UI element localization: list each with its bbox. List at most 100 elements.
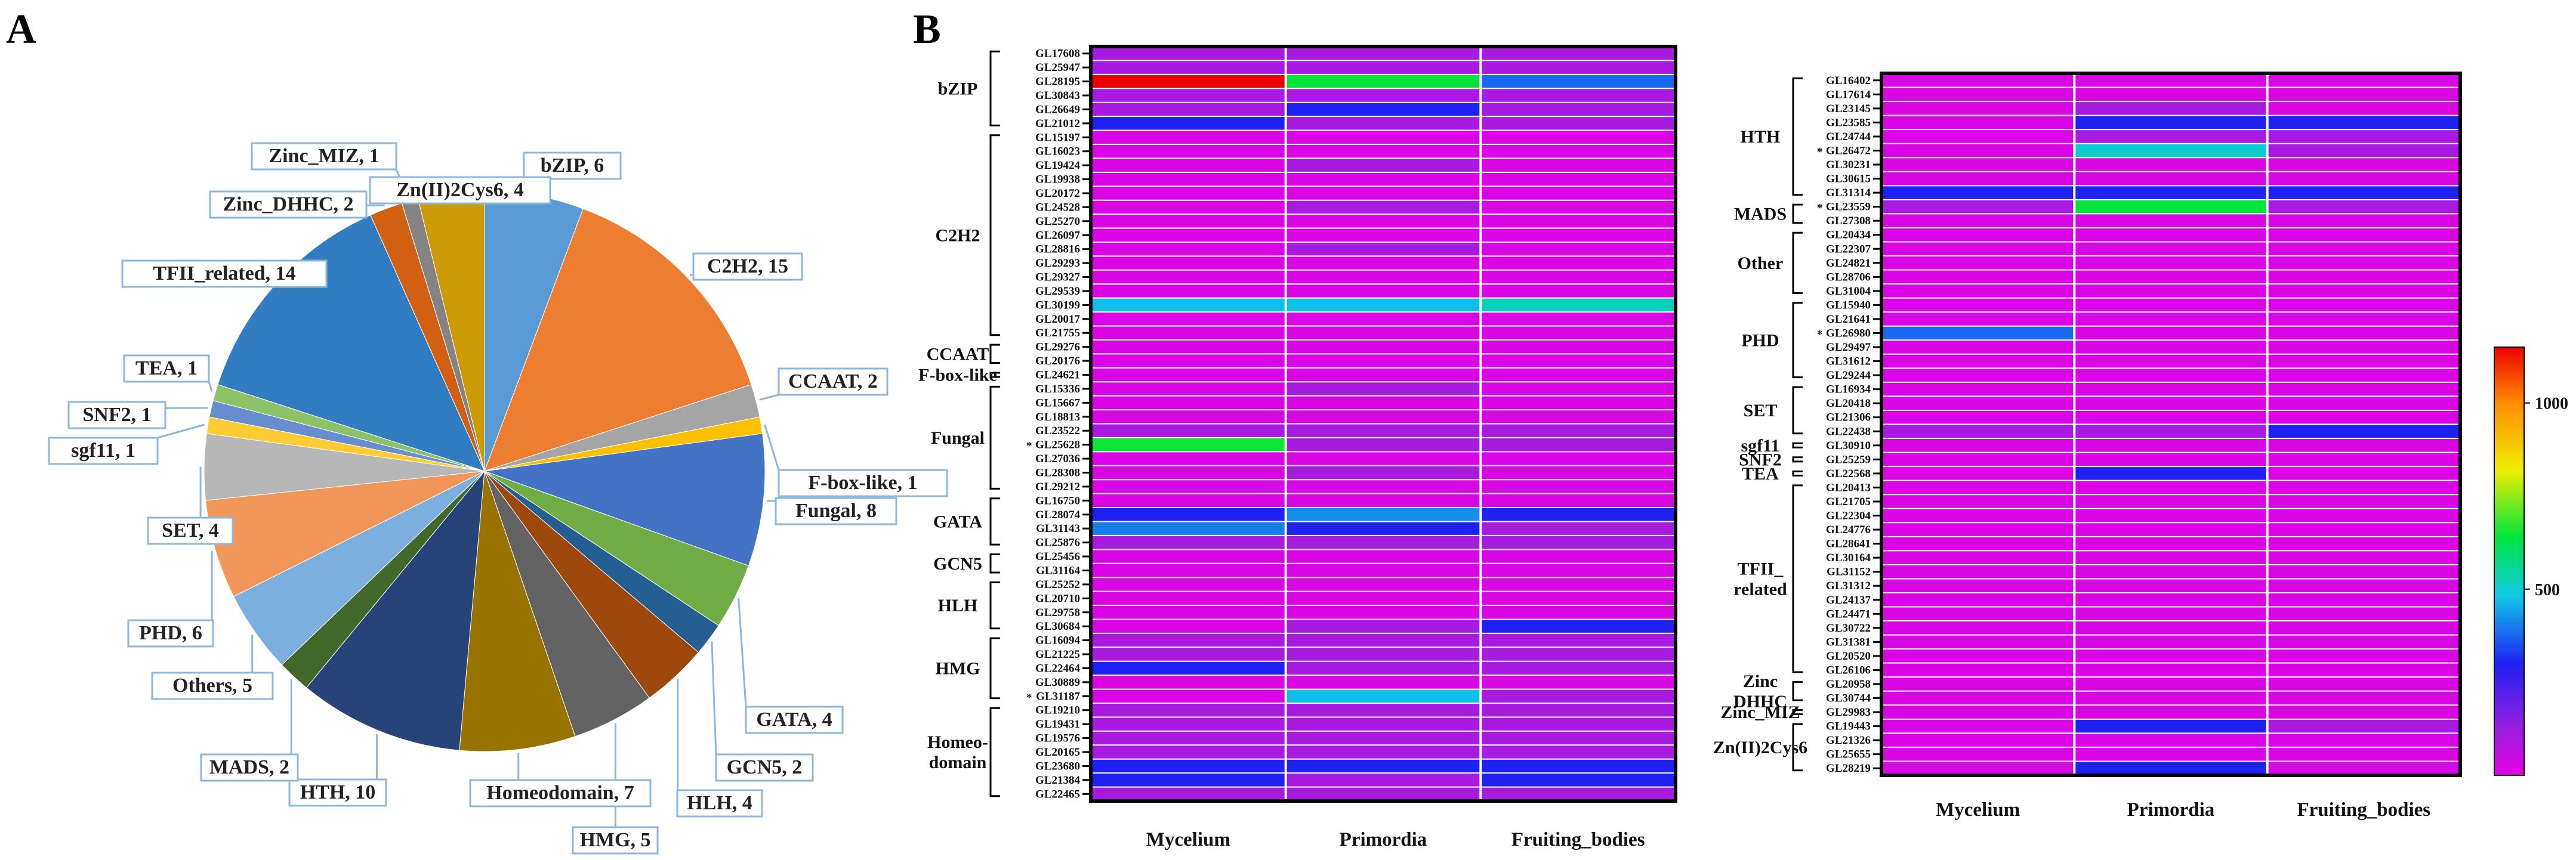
heatmap-cell-gl23145-fruiting-bodies [2268, 101, 2460, 116]
panel-label-a: A [6, 7, 36, 52]
heatmap-cell-gl31312-fruiting-bodies [2268, 579, 2460, 593]
group-bracket-gata [991, 499, 1000, 545]
group-label-set: SET [1744, 401, 1778, 420]
heatmap-cell-gl30684-mycelium [1091, 619, 1286, 633]
heatmap-cell-gl26649-primordia [1286, 103, 1481, 116]
heatmap-cell-gl27036-mycelium [1091, 451, 1286, 465]
group-label-hlh: HLH [938, 596, 978, 615]
heatmap-cell-gl29983-mycelium [1881, 705, 2074, 719]
heatmap-cell-gl23145-primordia [2074, 101, 2267, 116]
row-label-gl29293: GL29293 [1035, 257, 1080, 270]
heatmap-cell-gl25252-primordia [1286, 577, 1481, 591]
heatmap-cell-gl27308-mycelium [1881, 214, 2074, 228]
heatmap-cell-gl16094-fruiting-bodies [1480, 633, 1676, 647]
heatmap-cell-gl25456-primordia [1286, 549, 1481, 563]
column-label-primordia: Primordia [2127, 799, 2215, 821]
heatmap-cell-gl20176-primordia [1286, 354, 1481, 367]
heatmap-cell-gl16023-fruiting-bodies [1480, 144, 1676, 158]
row-label-gl19938: GL19938 [1035, 174, 1080, 186]
heatmap-cell-gl16094-primordia [1286, 633, 1481, 647]
row-label-gl30199: GL30199 [1035, 299, 1080, 311]
group-label-zinc: Zinc [1743, 672, 1778, 691]
heatmap-cell-gl31152-fruiting-bodies [2268, 565, 2460, 579]
row-label-gl24776: GL24776 [1826, 524, 1871, 536]
heatmap-cell-gl23559-primordia [2074, 200, 2267, 214]
heatmap-cell-gl25456-fruiting-bodies [1480, 549, 1676, 563]
row-label-gl16934: GL16934 [1826, 383, 1871, 396]
heatmap-cell-gl30615-fruiting-bodies [2268, 172, 2460, 186]
heatmap-cell-gl16934-mycelium [1881, 382, 2074, 397]
row-label-gl28308: GL28308 [1035, 466, 1080, 479]
group-label-hth: HTH [1741, 127, 1781, 147]
group-label-gata: GATA [933, 512, 983, 532]
heatmap-cell-gl30164-primordia [2074, 550, 2267, 565]
row-label-gl29539: GL29539 [1035, 285, 1080, 298]
row-label-gl18813: GL18813 [1035, 411, 1080, 423]
heatmap-cell-gl16023-mycelium [1091, 144, 1286, 158]
heatmap-cell-gl31381-primordia [2074, 635, 2267, 649]
heatmap-cell-gl25252-fruiting-bodies [1480, 577, 1676, 591]
heatmap-cell-gl30910-mycelium [1881, 438, 2074, 453]
heatmap-cell-gl15940-mycelium [1881, 298, 2074, 313]
heatmap-cell-gl19431-fruiting-bodies [1480, 717, 1676, 731]
heatmap-cell-gl21641-mycelium [1881, 312, 2074, 326]
heatmap-cell-gl26106-primordia [2074, 663, 2267, 678]
heatmap-cell-gl30684-fruiting-bodies [1480, 619, 1676, 633]
heatmap-cell-gl22307-primordia [2074, 242, 2267, 256]
heatmap-cell-gl20172-mycelium [1091, 186, 1286, 200]
row-label-gl23522: GL23522 [1035, 425, 1080, 437]
row-label-gl23680: GL23680 [1035, 760, 1080, 772]
heatmap-cell-gl31187-fruiting-bodies [1480, 689, 1676, 703]
heatmap-cell-gl20520-mycelium [1881, 649, 2074, 663]
pie-label-zn-ii-2cys6: Zn(II)2Cys6, 4 [396, 179, 523, 201]
color-scale-tick-label-500: 500 [2535, 581, 2560, 599]
heatmap-cell-gl28816-fruiting-bodies [1480, 242, 1676, 256]
heatmap-cell-gl25252-mycelium [1091, 577, 1286, 591]
group-label-f-box-like: F-box-like [918, 366, 997, 385]
heatmap-cell-gl21705-primordia [2074, 494, 2267, 509]
row-label-gl28816: GL28816 [1035, 243, 1080, 256]
heatmap-cell-gl30684-primordia [1286, 619, 1481, 633]
row-label-gl20418: GL20418 [1826, 397, 1871, 410]
row-label-gl27308: GL27308 [1826, 215, 1871, 227]
column-label-mycelium: Mycelium [1146, 829, 1230, 850]
heatmap-cell-gl29539-primordia [1286, 284, 1481, 298]
heatmap-cell-gl16402-mycelium [1881, 73, 2074, 88]
group-bracket-homeo-domain [991, 708, 1000, 796]
row-label-gl24621: GL24621 [1035, 369, 1080, 382]
heatmap-cell-gl24621-fruiting-bodies [1480, 368, 1676, 382]
heatmap-cell-gl22465-primordia [1286, 787, 1481, 801]
row-label-gl25628: GL25628 [1035, 439, 1080, 451]
heatmap-right: GL16402GL17614GL23145GL23585GL24744GL264… [1713, 73, 2460, 821]
row-label-gl26980: GL26980 [1826, 327, 1871, 339]
row-label-gl20958: GL20958 [1826, 678, 1871, 691]
heatmap-cell-gl24776-fruiting-bodies [2268, 522, 2460, 537]
heatmap-cell-gl25655-mycelium [1881, 747, 2074, 762]
heatmap-cell-gl26472-primordia [2074, 144, 2267, 158]
pie-label-hth: HTH, 10 [300, 781, 376, 803]
group-bracket-gcn5 [991, 555, 1000, 573]
heatmap-cell-gl17614-fruiting-bodies [2268, 88, 2460, 102]
heatmap-cell-gl19576-mycelium [1091, 731, 1286, 745]
heatmap-cell-gl29276-mycelium [1091, 340, 1286, 354]
group-bracket-other [1793, 233, 1803, 293]
heatmap-cell-gl29293-primordia [1286, 256, 1481, 270]
pie-label-mads: MADS, 2 [209, 756, 289, 778]
heatmap-cell-gl31612-mycelium [1881, 354, 2074, 369]
heatmap-cell-gl24744-mycelium [1881, 129, 2074, 144]
star-marker: * [1817, 328, 1823, 341]
group-bracket-snf2 [1793, 457, 1803, 462]
row-label-gl20434: GL20434 [1826, 229, 1871, 242]
pie-leader-tea [209, 382, 212, 392]
row-label-gl30744: GL30744 [1826, 692, 1871, 705]
row-label-gl19424: GL19424 [1035, 159, 1080, 172]
heatmap-cell-gl19431-mycelium [1091, 717, 1286, 731]
pie-label-c2h2: C2H2, 15 [707, 255, 788, 277]
group-bracket-c2h2 [991, 135, 1000, 335]
heatmap-cell-gl15197-mycelium [1091, 131, 1286, 144]
heatmap-cell-gl30199-mycelium [1091, 298, 1286, 312]
heatmap-cell-gl24471-fruiting-bodies [2268, 607, 2460, 621]
heatmap-cell-gl31187-primordia [1286, 689, 1481, 703]
heatmap-cell-gl17614-primordia [2074, 88, 2267, 102]
heatmap-cell-gl22464-primordia [1286, 661, 1481, 675]
